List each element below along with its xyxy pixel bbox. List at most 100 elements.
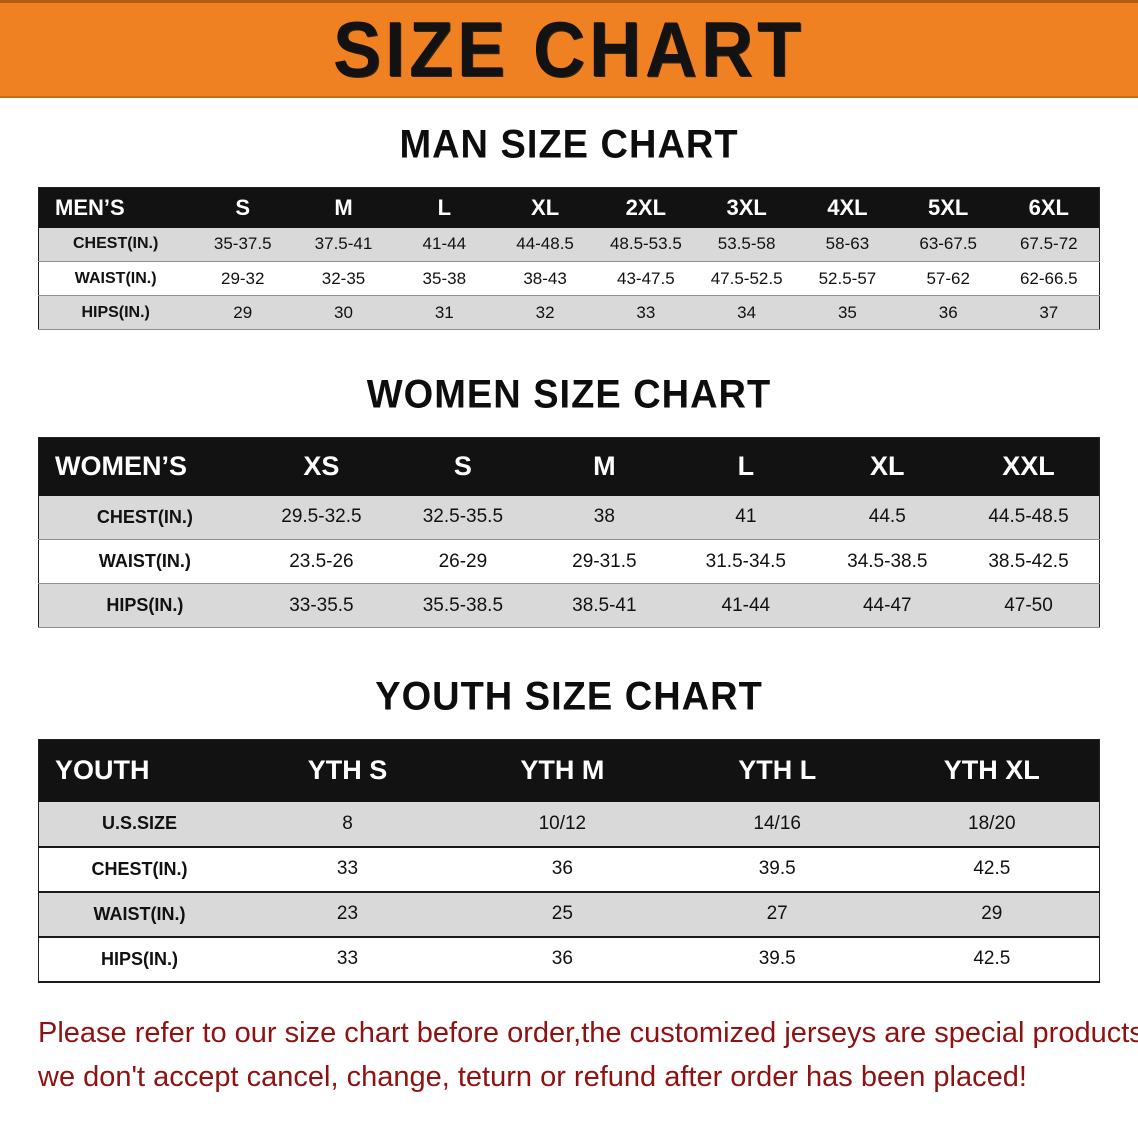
size-column-header: XS: [303, 451, 340, 482]
table-row: HIPS(IN.) 29 30 31 32 33 34 35 36 37: [38, 295, 1100, 330]
table-cell: 47.5-52.5: [710, 268, 783, 288]
table-cell: 38.5-42.5: [988, 550, 1069, 572]
row-label: WAIST(IN.): [93, 903, 186, 924]
size-column-header: YTH XL: [943, 755, 1040, 786]
size-column-header: 5XL: [928, 194, 969, 220]
table-cell: 32: [535, 302, 555, 322]
table-cell: 34.5-38.5: [847, 550, 928, 572]
table-cell: 47-50: [1004, 594, 1053, 616]
men-section-heading: MAN SIZE CHART: [399, 122, 739, 168]
table-cell: 58-63: [825, 234, 870, 254]
table-cell: 63-67.5: [919, 234, 978, 254]
mens-size-table: MEN’S S M L XL 2XL 3XL 4XL 5XL 6XL CHEST(IN.) 35-37…: [38, 187, 1100, 330]
size-column-header: M: [593, 451, 616, 482]
table-cell: 33-35.5: [289, 594, 354, 616]
table-cell: 41-44: [422, 234, 467, 254]
table-row: WAIST(IN.) 29-32 32-35 35-38 38-43 43-47.5 47.…: [38, 261, 1100, 296]
size-column-header: 6XL: [1028, 194, 1069, 220]
table-cell: 44.5: [868, 506, 906, 528]
table-row: WAIST(IN.) 23 25 27 29: [38, 891, 1100, 937]
table-cell: 18/20: [968, 812, 1016, 834]
table-cell: 44-48.5: [516, 234, 574, 254]
table-cell: 35: [837, 302, 857, 322]
size-column-header: YTH M: [520, 755, 605, 786]
size-column-header: XXL: [1002, 451, 1055, 482]
table-cell: 44.5-48.5: [988, 506, 1069, 528]
table-cell: 38: [593, 506, 615, 528]
table-row: CHEST(IN.) 35-37.5 37.5-41 41-44 44-48.5 48.5…: [38, 227, 1100, 262]
table-cell: 41-44: [721, 594, 771, 616]
banner: SIZE CHART: [0, 0, 1138, 98]
table-cell: 36: [938, 302, 958, 322]
size-column-header: XL: [870, 451, 905, 482]
table-cell: 36: [551, 948, 573, 969]
table-cell: 25: [551, 903, 573, 924]
table-cell: 32-35: [321, 268, 366, 288]
table-cell: 29: [233, 302, 253, 322]
row-label: HIPS(IN.): [106, 595, 184, 615]
table-cell: 23: [336, 903, 359, 924]
table-cell: 48.5-53.5: [609, 234, 682, 254]
table-cell: 30: [334, 302, 353, 322]
row-group-label: MEN’S: [55, 194, 125, 220]
disclaimer-line-1: Please refer to our size chart before or…: [38, 1016, 1138, 1049]
table-row: CHEST(IN.) 29.5-32.5 32.5-35.5 38 41 44.5 44.5…: [38, 495, 1100, 540]
table-cell: 35-37.5: [213, 234, 272, 254]
table-cell: 31: [434, 302, 454, 322]
women-section-heading: WOMEN SIZE CHART: [366, 372, 772, 418]
table-cell: 39.5: [758, 948, 796, 969]
row-group-label: YOUTH: [55, 755, 150, 786]
row-label: HIPS(IN.): [101, 948, 179, 969]
table-cell: 35-38: [422, 268, 467, 288]
size-column-header: S: [453, 451, 472, 482]
row-label: U.S.SIZE: [102, 813, 178, 833]
table-cell: 29: [981, 903, 1003, 924]
table-cell: 32.5-35.5: [422, 506, 504, 528]
disclaimer-line-2: we don't accept cancel, change, teturn o…: [38, 1061, 1027, 1094]
table-cell: 27: [766, 903, 788, 924]
row-label: CHEST(IN.): [96, 506, 193, 527]
row-label: CHEST(IN.): [91, 858, 188, 879]
size-column-header: M: [334, 194, 353, 220]
table-cell: 33: [336, 858, 359, 879]
womens-size-table: WOMEN’S XS S M L XL XXL CHEST(IN.) 29.5-32.5 32.5…: [38, 437, 1100, 628]
size-column-header: L: [737, 451, 755, 482]
banner-title: SIZE CHART: [333, 6, 805, 93]
size-column-header: 4XL: [827, 194, 868, 220]
table-cell: 8: [342, 812, 353, 834]
size-column-header: 3XL: [726, 194, 767, 220]
youth-section-heading: YOUTH SIZE CHART: [375, 674, 763, 720]
table-cell: 44-47: [862, 594, 912, 616]
table-cell: 42.5: [973, 858, 1011, 879]
table-cell: 34: [737, 302, 757, 322]
table-row: WAIST(IN.) 23.5-26 26-29 29-31.5 31.5-34.5 34…: [38, 539, 1100, 584]
table-cell: 29-31.5: [572, 550, 637, 572]
size-column-header: XL: [531, 194, 560, 220]
table-cell: 29-32: [220, 268, 265, 288]
row-group-label: WOMEN’S: [55, 451, 187, 482]
table-cell: 10/12: [538, 812, 587, 834]
table-cell: 42.5: [973, 948, 1011, 969]
table-row: U.S.SIZE 8 10/12 14/16 18/20: [38, 801, 1100, 847]
size-column-header: YTH S: [307, 755, 388, 786]
row-label: WAIST(IN.): [98, 551, 191, 571]
header-row: YOUTH YTH S YTH M YTH L YTH XL: [38, 739, 1100, 802]
table-cell: 26-29: [438, 550, 488, 572]
table-cell: 33: [336, 948, 359, 969]
table-cell: 57-62: [926, 268, 970, 288]
table-cell: 35.5-38.5: [422, 594, 504, 616]
table-row: HIPS(IN.) 33 36 39.5 42.5: [38, 936, 1100, 982]
table-cell: 31.5-34.5: [705, 550, 786, 572]
table-row: CHEST(IN.) 33 36 39.5 42.5: [38, 846, 1100, 892]
header-row: WOMEN’S XS S M L XL XXL: [38, 437, 1100, 496]
table-cell: 37.5-41: [314, 234, 373, 254]
table-cell: 23.5-26: [289, 550, 354, 572]
table-cell: 43-47.5: [617, 268, 675, 288]
row-label: HIPS(IN.): [81, 303, 150, 321]
table-cell: 67.5-72: [1019, 234, 1078, 254]
table-cell: 62-66.5: [1019, 268, 1078, 288]
table-cell: 33: [636, 302, 656, 322]
table-row: HIPS(IN.) 33-35.5 35.5-38.5 38.5-41 41-44 44-…: [38, 583, 1100, 628]
table-cell: 29.5-32.5: [281, 506, 362, 528]
